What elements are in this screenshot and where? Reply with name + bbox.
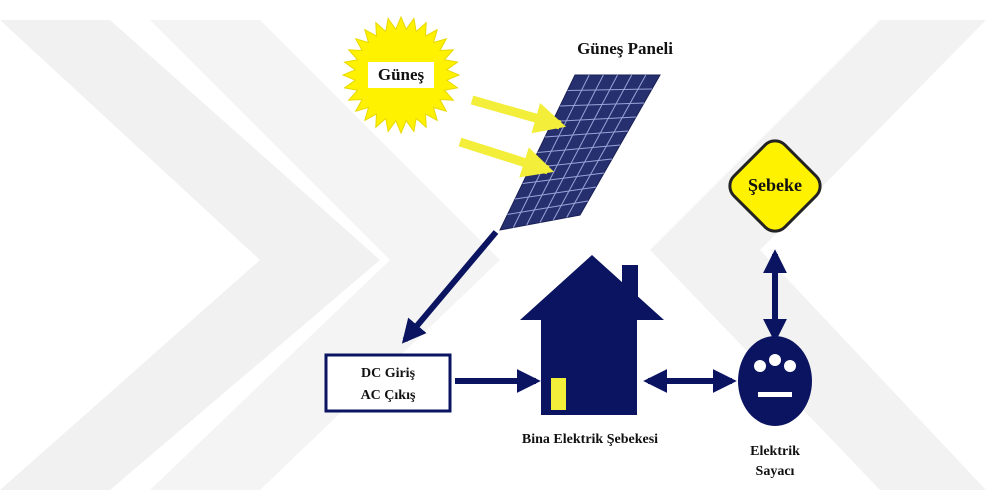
sun-label: Güneş bbox=[378, 65, 425, 84]
diagram: Güneş Güneş Paneli DC Giriş AC Çıkış Bin… bbox=[0, 0, 986, 490]
building-label: Bina Elektrik Şebekesi bbox=[522, 432, 658, 447]
meter bbox=[738, 336, 812, 426]
sun-ray bbox=[460, 142, 548, 170]
meter-label: Elektrik bbox=[750, 444, 800, 459]
house-door bbox=[551, 378, 566, 410]
house bbox=[520, 255, 664, 415]
watermark bbox=[0, 20, 986, 490]
sun-ray bbox=[472, 100, 560, 125]
inverter-label: AC Çıkış bbox=[361, 388, 416, 403]
meter-label: Sayacı bbox=[756, 464, 795, 479]
grid-label: Şebeke bbox=[748, 175, 802, 195]
panel-label: Güneş Paneli bbox=[577, 39, 673, 58]
inverter-label: DC Giriş bbox=[361, 366, 416, 381]
